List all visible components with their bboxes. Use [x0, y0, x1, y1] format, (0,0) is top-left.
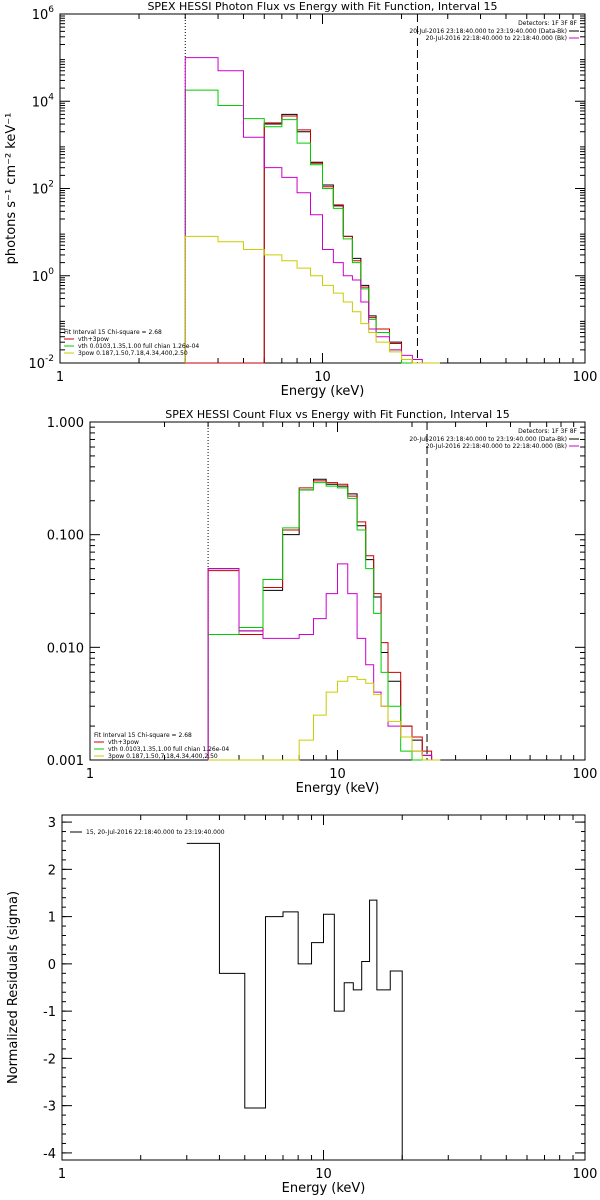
y-tick-base: 10 [32, 95, 49, 110]
x-axis-label: Energy (keV) [296, 781, 380, 796]
y-tick-label: 0.100 [47, 529, 84, 544]
x-axis-label: Energy (keV) [282, 1181, 366, 1196]
chart-panel-3: 1 10 100 Energy (keV) -4 -3 -2 -1 0 1 2 3 Normalized… [6, 814, 598, 1196]
chart-title: SPEX HESSI Photon Flux vs Energy with Fi… [147, 0, 497, 13]
series-1-line [207, 478, 441, 761]
legend-entry: 3pow 0.187,1.50,7.18,4.34,400,2.50 [108, 753, 218, 760]
series-5-line [208, 676, 441, 761]
chart-panel-1: SPEX HESSI Photon Flux vs Energy with Fi… [4, 0, 597, 399]
y-tick-label: 3 [48, 816, 56, 831]
x-tick-label: 1 [86, 767, 94, 782]
y-tick-label: 10-2 [28, 354, 54, 372]
legend-detectors: Detectors: 1F 3F 8F [518, 428, 577, 435]
y-tick-label: -2 [43, 1052, 56, 1067]
series-1-line [185, 113, 440, 364]
series-4-line [207, 563, 441, 761]
y-tick-label: 0.001 [47, 754, 84, 769]
y-tick-label: -3 [43, 1100, 56, 1115]
chart-title: SPEX HESSI Count Flux vs Energy with Fit… [165, 408, 509, 421]
y-tick-label: 0.010 [47, 641, 84, 656]
chart-panel-2: SPEX HESSI Count Flux vs Energy with Fit… [47, 408, 598, 796]
y-tick-label: 100 [32, 267, 55, 285]
y-tick-label: -1 [43, 1005, 56, 1020]
y-tick-label: 102 [32, 180, 54, 198]
y-axis-label: Normalized Residuals (sigma) [6, 891, 21, 1084]
x-tick-label: 100 [573, 767, 598, 782]
legend-entry: vth+3pow [78, 336, 109, 343]
series-3-line [207, 482, 441, 761]
y-tick-exponent: 0 [48, 267, 54, 277]
series-3-line [184, 89, 440, 364]
series-4-line [184, 57, 440, 364]
x-tick-label: 1 [56, 370, 64, 385]
y-tick-base: 10 [32, 183, 49, 198]
x-tick-label: 10 [329, 767, 346, 782]
x-tick-label: 10 [315, 1167, 332, 1182]
x-tick-label: 10 [314, 370, 331, 385]
x-axis-label: Energy (keV) [281, 384, 365, 399]
y-tick-label: 104 [32, 92, 55, 110]
y-tick-exponent: -2 [45, 354, 54, 364]
series-2-line [185, 115, 440, 364]
y-tick-label: 0 [48, 958, 56, 973]
legend-fit-header: Fit Interval 15 Chi-square = 2.68 [64, 329, 162, 336]
y-tick-label: 1 [48, 911, 56, 926]
series-5-line [184, 235, 440, 364]
y-tick-label: 106 [32, 5, 55, 23]
y-tick-exponent: 4 [48, 92, 54, 102]
series-2-line [207, 480, 441, 761]
y-tick-exponent: 6 [48, 5, 54, 15]
x-tick-label: 100 [573, 1167, 598, 1182]
x-tick-label: 1 [58, 1167, 66, 1182]
legend-fit-header: Fit Interval 15 Chi-square = 2.68 [94, 732, 192, 739]
legend-entry: 20-Jul-2016 22:18:40.000 to 22:18:40.000… [426, 35, 567, 42]
legend-entry: vth 0.0103,1.35,1.00 full chian 1.26e-04 [78, 343, 199, 350]
legend-entry: 15, 20-Jul-2016 22:18:40.000 to 23:19:40… [86, 829, 225, 836]
series-1-line [186, 842, 414, 1161]
y-tick-base: 10 [32, 8, 49, 23]
y-tick-base: 10 [32, 270, 49, 285]
legend-entry: 20-Jul-2016 23:18:40.000 to 23:19:40.000… [409, 28, 567, 35]
legend-entry: vth 0.0103,1.35,1.00 full chian 1.26e-04 [108, 746, 229, 753]
legend-entry: vth+3pow [108, 739, 139, 746]
legend-entry: 20-Jul-2016 23:18:40.000 to 23:19:40.000… [409, 436, 567, 443]
y-tick-label: 2 [48, 863, 56, 878]
legend-entry: 20-Jul-2016 22:18:40.000 to 22:18:40.000… [426, 443, 567, 450]
x-tick-label: 100 [573, 370, 598, 385]
y-tick-exponent: 2 [48, 180, 54, 190]
plot-frame [61, 814, 586, 1161]
y-tick-base: 10 [28, 357, 45, 372]
y-tick-label: 1.000 [47, 416, 84, 431]
y-axis-label: photons s⁻¹ cm⁻² keV⁻¹ [4, 113, 19, 265]
legend-detectors: Detectors: 1F 3F 8F [518, 20, 577, 27]
y-tick-label: -4 [43, 1147, 56, 1162]
legend-entry: 3pow 0.187,1.50,7.18,4.34,400,2.50 [78, 350, 188, 357]
